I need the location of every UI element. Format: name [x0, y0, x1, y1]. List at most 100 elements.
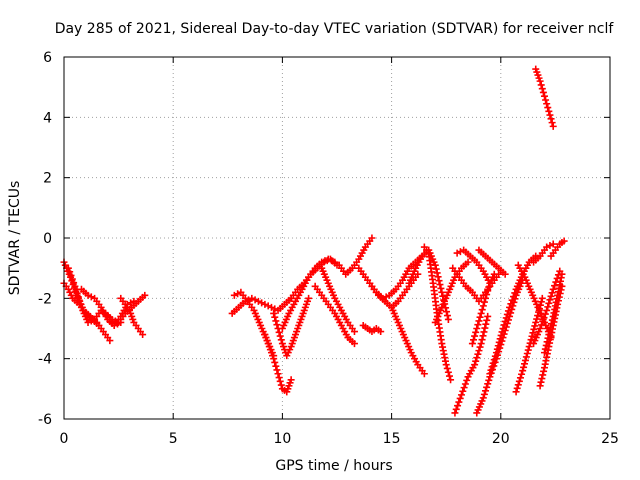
data-series: [547, 237, 568, 260]
grid: [64, 57, 610, 419]
data-point: [490, 356, 498, 364]
data-point: [287, 376, 295, 384]
data-point: [277, 336, 285, 344]
data-point: [258, 299, 266, 307]
data-point: [472, 357, 480, 365]
data-point: [530, 325, 538, 333]
data-point: [540, 314, 548, 322]
data-point: [368, 234, 376, 242]
data-point: [502, 314, 510, 322]
data-point: [514, 381, 522, 389]
data-point: [470, 336, 477, 344]
data-series: [536, 282, 566, 390]
data-point: [438, 288, 446, 296]
data-point: [111, 317, 119, 325]
y-tick-label: 4: [43, 110, 52, 126]
data-point: [543, 306, 551, 314]
data-point: [473, 354, 481, 362]
data-point: [377, 328, 385, 336]
data-point: [541, 310, 549, 318]
data-point: [524, 346, 532, 354]
x-tick-label: 15: [383, 431, 401, 447]
data-point: [67, 271, 75, 279]
data-point: [482, 320, 490, 328]
data-point: [68, 275, 76, 283]
data-point: [543, 100, 551, 108]
data-point: [447, 376, 455, 384]
data-point: [533, 315, 541, 323]
data-point: [497, 331, 505, 339]
data-point: [523, 349, 531, 357]
data-point: [275, 374, 283, 382]
data-point: [274, 370, 282, 378]
data-point: [520, 363, 528, 371]
data-point: [456, 394, 464, 402]
data-point: [521, 360, 529, 368]
data-point: [545, 299, 553, 307]
data-point: [527, 336, 535, 344]
data-point: [457, 391, 465, 399]
data-point: [382, 293, 390, 301]
x-tick-label: 10: [273, 431, 291, 447]
data-point: [543, 243, 551, 251]
data-series: [388, 303, 428, 378]
data-series: [431, 258, 472, 326]
data-series: [311, 282, 358, 348]
x-tick-label: 25: [601, 431, 619, 447]
data-series: [449, 264, 503, 305]
data-point: [549, 240, 557, 248]
data-point: [479, 302, 487, 310]
data-point: [275, 328, 283, 336]
data-point: [70, 279, 78, 287]
data-point: [501, 317, 509, 325]
data-point: [420, 370, 428, 378]
data-point: [554, 297, 562, 305]
data-point: [484, 312, 492, 320]
data-point: [66, 268, 74, 276]
data-point: [84, 318, 92, 326]
data-point: [537, 378, 545, 386]
x-tick-label: 0: [60, 431, 69, 447]
data-point: [481, 324, 489, 332]
data-point: [549, 122, 557, 130]
data-point: [490, 270, 498, 278]
data-point: [273, 366, 281, 374]
data-point: [74, 293, 82, 301]
data-point: [234, 290, 242, 298]
data-point: [350, 340, 358, 348]
data-series: [359, 321, 385, 336]
data-point: [480, 328, 488, 336]
data-point: [537, 298, 545, 306]
data-point: [544, 303, 552, 311]
data-point: [486, 370, 494, 378]
data-point: [452, 405, 460, 413]
data-point: [271, 313, 279, 321]
data-point: [540, 92, 548, 100]
data-point: [435, 277, 443, 285]
data-point: [444, 368, 452, 376]
data-series: [532, 65, 557, 130]
y-axis-label: SDTVAR / TECUs: [7, 181, 23, 296]
data-point: [305, 294, 313, 302]
data-series: [530, 240, 557, 266]
data-point: [106, 337, 114, 345]
data-point: [442, 361, 450, 369]
data-point: [471, 332, 479, 340]
data-point: [492, 349, 500, 357]
data-point: [273, 321, 281, 329]
data-point: [141, 291, 149, 299]
data-point: [468, 340, 476, 348]
data-point: [271, 358, 279, 366]
data-point: [555, 293, 563, 301]
data-point: [512, 388, 520, 396]
data-point: [476, 313, 484, 321]
data-point: [455, 398, 463, 406]
data-point: [528, 332, 536, 340]
plot-frame: [63, 56, 611, 420]
data-point: [460, 384, 468, 392]
data-point: [531, 322, 539, 330]
data-point: [516, 374, 524, 382]
data-point: [464, 258, 472, 266]
data-point: [473, 325, 481, 332]
data-point: [459, 387, 467, 395]
